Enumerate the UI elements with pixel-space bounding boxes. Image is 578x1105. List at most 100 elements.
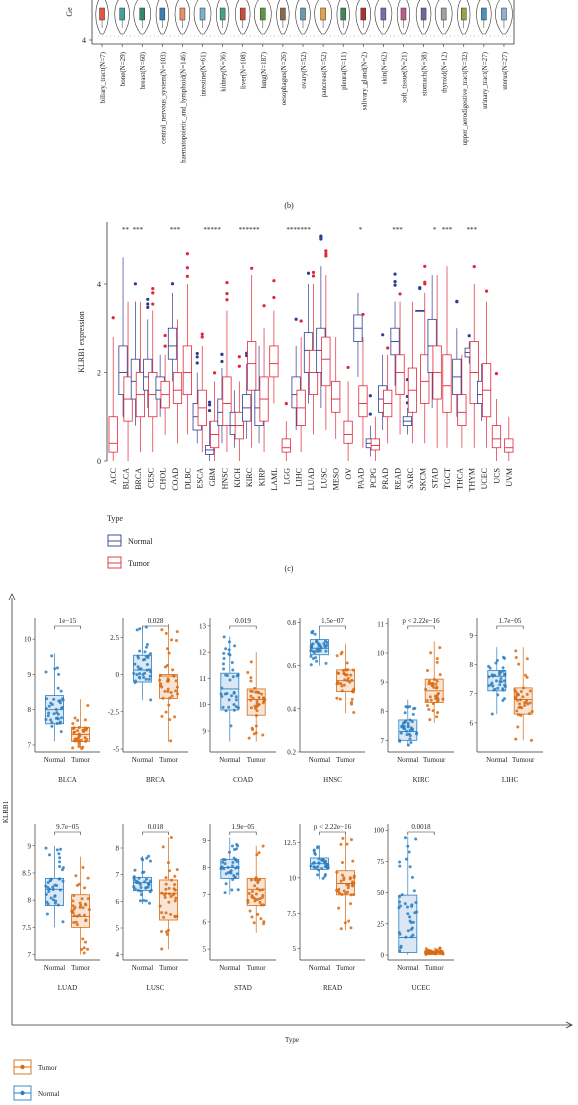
tumor-point [517,662,521,666]
tumor-point [83,736,87,740]
tumor-box [222,376,232,426]
tumor-outlier [324,252,328,256]
facet-y-tick-label: 7 [28,951,32,959]
tumor-point [248,909,252,913]
tumor-point [336,671,340,675]
tumor-point [254,878,258,882]
facet-y-tick-label: 8 [28,897,32,905]
facet-title: KIRC [413,776,430,784]
normal-point [44,670,48,674]
normal-point [229,869,233,873]
tumor-point [160,628,164,632]
normal-point [144,625,148,629]
normal-point [234,698,238,702]
violin-box [280,7,286,21]
normal-point [310,631,314,635]
tumor-point [173,899,177,903]
x-tick-label: salivary_gland(N=2) [360,51,368,110]
y-tick-label: 0 [97,457,101,466]
tumor-point [436,711,440,715]
normal-point [227,698,231,702]
normal-outlier [195,355,199,359]
facet-y-tick-label: 5 [116,925,120,933]
tumor-point [436,696,440,700]
tumor-box [370,438,380,451]
tumor-point [256,898,260,902]
violin-box [239,7,246,21]
normal-point [230,864,234,868]
normal-point [46,902,50,906]
tumor-outlier [324,249,328,253]
normal-point [314,866,318,870]
outer-y-label: KLRB1 [2,800,10,823]
tumor-point [514,649,518,653]
normal-point [145,856,149,860]
tumor-point [352,711,356,715]
violin-box [179,7,186,21]
legend-label: Tumor [38,1064,57,1072]
normal-point [148,859,152,863]
violin-box [360,7,367,21]
violin-box [380,7,387,21]
normal-point [229,724,233,728]
tumor-point [77,913,81,917]
tumor-outlier [346,365,350,370]
x-tick-label: READ [394,468,403,490]
normal-point [406,721,410,725]
p-value-label: p < 2.22e−16 [402,617,440,625]
tumor-point [247,736,251,740]
normal-point [138,899,142,903]
normal-point [224,647,228,651]
facet-y-tick-label: 11 [199,675,206,683]
tumor-point [82,946,86,950]
facet-y-tick-label: 10 [377,649,385,657]
normal-point [147,901,151,905]
tumor-outlier [250,266,254,270]
tumor-point [335,654,339,658]
facet-y-tick-label: 0 [116,671,120,679]
tumor-point [345,883,349,887]
tumor-point [76,718,80,722]
normal-point [144,886,148,890]
faceted-boxplot-panel: KLRB1 Type 7 8 9 10 1e−15 Normal Tumor BLCA -5 -2.5… [2,593,573,1101]
normal-box [167,327,178,360]
tumor-point [351,859,355,863]
tumor-box [358,385,368,418]
normal-outlier [381,333,385,337]
tumor-point [163,895,167,899]
tumor-box [246,688,266,716]
normal-point [399,731,403,735]
normal-point [57,699,61,703]
tumor-point [347,919,351,923]
tumor-point [249,679,253,683]
tumor-point [260,692,264,696]
normal-point [144,899,148,903]
tumor-point [260,895,264,899]
tumor-point [429,651,433,655]
normal-point [56,686,60,690]
facet-y-tick-label: 10 [289,874,297,882]
tumor-point [258,897,262,901]
normal-point [313,852,317,856]
normal-point [490,681,494,685]
normal-point [488,666,492,670]
tumor-point [160,685,164,689]
tumor-point [432,685,436,689]
x-tick-label: skin(N=62) [380,51,388,84]
y-tick-label: 4 [97,280,101,289]
tumor-point [77,745,81,749]
normal-outlier [418,286,422,291]
x-tick-label: pancreas(N=52) [320,51,328,97]
x-tick-label: pleura(N=11) [340,51,348,90]
tumor-point [165,932,169,936]
tumor-point [341,836,345,840]
normal-point [59,689,63,693]
tumor-point [71,911,75,915]
normal-point [232,703,236,707]
tumor-box [457,394,467,426]
tumor-outlier [299,319,303,323]
normal-point [490,712,494,716]
tumor-point [431,709,435,713]
tumor-point [514,737,518,741]
x-tick-label: uterus(N=27) [501,51,509,89]
